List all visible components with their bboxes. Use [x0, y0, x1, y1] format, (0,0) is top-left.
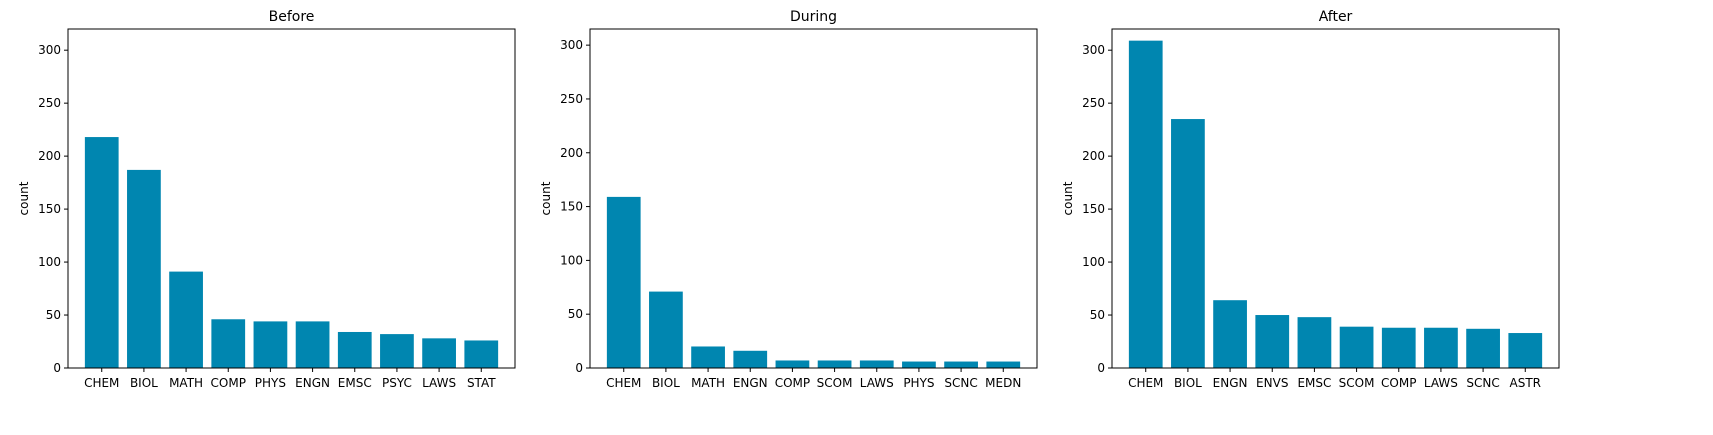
- y-tick-label: 50: [46, 308, 61, 322]
- bar-envs: [1255, 315, 1290, 368]
- bar-engn: [733, 350, 768, 368]
- bar-scnc: [944, 361, 978, 368]
- x-tick-label-scom: SCOM: [817, 376, 853, 390]
- bar-math: [169, 271, 203, 368]
- x-tick-label-phys: PHYS: [255, 376, 286, 390]
- y-tick-label: 150: [38, 202, 61, 216]
- x-tick-label-engn: ENGN: [733, 376, 768, 390]
- bar-laws: [1424, 327, 1458, 368]
- bar-scom: [817, 360, 852, 368]
- bar-laws: [859, 360, 894, 368]
- y-tick-label: 200: [1082, 149, 1105, 163]
- x-tick-label-comp: COMP: [775, 376, 810, 390]
- y-tick-label: 300: [560, 38, 583, 52]
- x-tick-label-laws: LAWS: [422, 376, 456, 390]
- x-tick-label-comp: COMP: [211, 376, 246, 390]
- x-tick-label-biol: BIOL: [1174, 376, 1202, 390]
- x-tick-label-psyc: PSYC: [382, 376, 412, 390]
- bar-phys: [253, 321, 288, 368]
- y-tick-label: 250: [1082, 96, 1105, 110]
- x-tick-label-envs: ENVS: [1256, 376, 1288, 390]
- x-tick-label-math: MATH: [169, 376, 203, 390]
- bar-chem: [1128, 40, 1163, 369]
- y-tick-label: 0: [1097, 361, 1105, 375]
- y-tick-label: 200: [38, 149, 61, 163]
- x-tick-label-biol: BIOL: [130, 376, 158, 390]
- bar-stat: [464, 340, 499, 368]
- x-tick-label-medn: MEDN: [985, 376, 1021, 390]
- bar-astr: [1508, 333, 1543, 368]
- y-tick-label: 300: [1082, 43, 1105, 57]
- chart-title: During: [790, 9, 837, 25]
- y-tick-label: 50: [568, 307, 583, 321]
- chart-panel-3: 0 50 100 150 200 250 300 CHEM BIOL ENGN ENVS EMSC SC…: [1061, 9, 1560, 390]
- bar-chem: [84, 137, 119, 368]
- y-tick-label: 0: [575, 361, 583, 375]
- y-axis-label: count: [17, 181, 31, 215]
- y-axis-label: count: [539, 181, 553, 215]
- bar-biol: [649, 291, 683, 368]
- x-tick-label-laws: LAWS: [860, 376, 894, 390]
- bar-emsc: [1297, 317, 1332, 368]
- x-tick-label-chem: CHEM: [84, 376, 119, 390]
- bar-comp: [211, 319, 246, 368]
- bar-medn: [986, 361, 1021, 368]
- x-tick-label-stat: STAT: [467, 376, 496, 390]
- plot-frame: [1111, 28, 1560, 369]
- x-tick-label-emsc: EMSC: [1297, 376, 1331, 390]
- y-tick-label: 150: [1082, 202, 1105, 216]
- x-tick-label-chem: CHEM: [1128, 376, 1163, 390]
- bar-engn: [1213, 300, 1247, 368]
- x-tick-label-engn: ENGN: [1213, 376, 1248, 390]
- bar-comp: [775, 360, 810, 368]
- bar-emsc: [337, 331, 372, 368]
- y-tick-label: 200: [560, 146, 583, 160]
- bar-laws: [422, 338, 456, 368]
- x-tick-label-scom: SCOM: [1339, 376, 1375, 390]
- chart-title: Before: [269, 9, 315, 25]
- y-tick-label: 150: [560, 200, 583, 214]
- x-tick-label-scnc: SCNC: [944, 376, 977, 390]
- bar-phys: [902, 361, 936, 368]
- bar-scom: [1339, 326, 1374, 368]
- chart-panel-2: 0 50 100 150 200 250 300 CHEM BIOL MATH ENGN COMP SC…: [539, 9, 1038, 390]
- y-tick-label: 100: [560, 253, 583, 267]
- bar-biol: [127, 169, 161, 368]
- x-tick-label-engn: ENGN: [295, 376, 330, 390]
- bar-chem: [606, 196, 641, 368]
- y-tick-label: 0: [53, 361, 61, 375]
- y-tick-label: 300: [38, 43, 61, 57]
- y-axis-label: count: [1061, 181, 1075, 215]
- chart-panel-1: 0 50 100 150 200 250 300 CHEM BIOL MATH COMP PHYS EN…: [17, 9, 516, 390]
- plot-frame: [589, 28, 1038, 369]
- x-tick-label-chem: CHEM: [606, 376, 641, 390]
- bar-scnc: [1466, 328, 1500, 368]
- bar-engn: [295, 321, 330, 368]
- bar-math: [691, 346, 725, 368]
- x-tick-label-laws: LAWS: [1424, 376, 1458, 390]
- x-tick-label-astr: ASTR: [1510, 376, 1542, 390]
- bar-psyc: [380, 334, 414, 368]
- y-tick-label: 100: [1082, 255, 1105, 269]
- x-tick-label-phys: PHYS: [903, 376, 934, 390]
- y-tick-label: 50: [1090, 308, 1105, 322]
- x-tick-label-math: MATH: [691, 376, 725, 390]
- x-tick-label-scnc: SCNC: [1466, 376, 1499, 390]
- y-tick-label: 250: [38, 96, 61, 110]
- plot-frame: [67, 28, 516, 369]
- chart-title: After: [1319, 9, 1353, 25]
- x-tick-label-emsc: EMSC: [338, 376, 372, 390]
- x-tick-label-biol: BIOL: [652, 376, 680, 390]
- x-tick-label-comp: COMP: [1381, 376, 1416, 390]
- bar-biol: [1171, 119, 1205, 368]
- bar-comp: [1381, 327, 1416, 368]
- y-tick-label: 250: [560, 92, 583, 106]
- y-tick-label: 100: [38, 255, 61, 269]
